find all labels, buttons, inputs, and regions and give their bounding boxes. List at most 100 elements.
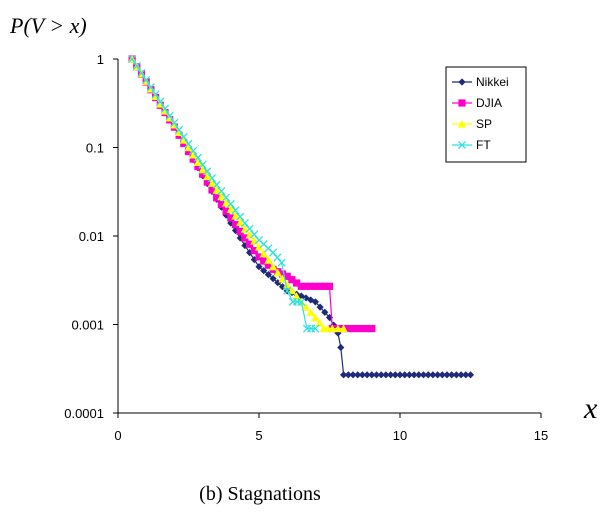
legend-label: DJIA xyxy=(476,96,502,110)
data-point xyxy=(132,61,141,71)
data-point xyxy=(260,257,268,265)
data-point xyxy=(302,282,310,290)
data-point xyxy=(250,230,259,239)
data-point xyxy=(245,224,254,233)
data-point xyxy=(236,212,245,221)
data-point xyxy=(462,371,470,379)
series-nikkei xyxy=(128,55,475,379)
data-point xyxy=(156,97,165,106)
data-point xyxy=(328,324,337,333)
data-point xyxy=(429,371,437,379)
data-point xyxy=(222,193,231,202)
legend-marker xyxy=(458,99,466,107)
y-tick-label: 0.001 xyxy=(71,318,104,333)
legend-label: Nikkei xyxy=(476,75,509,89)
legend-marker xyxy=(457,140,467,150)
series-line xyxy=(131,58,471,376)
data-point xyxy=(222,198,231,207)
series-ft xyxy=(128,54,320,333)
data-point xyxy=(368,371,376,379)
data-point xyxy=(260,267,268,275)
data-point xyxy=(297,292,305,300)
data-point xyxy=(151,90,160,99)
data-point xyxy=(391,371,399,379)
data-point xyxy=(236,218,245,227)
data-point xyxy=(137,68,146,78)
y-tick-label: 0.01 xyxy=(79,229,104,244)
data-point xyxy=(349,324,357,333)
x-tick-label: 15 xyxy=(534,428,548,443)
data-point xyxy=(212,186,221,194)
data-point xyxy=(160,104,170,113)
x-tick-label: 5 xyxy=(255,428,262,443)
y-axis-label: P(V > x) xyxy=(9,13,87,38)
data-point xyxy=(189,150,198,159)
data-point xyxy=(274,279,282,287)
data-point xyxy=(231,206,240,215)
data-point xyxy=(189,155,197,163)
data-point xyxy=(316,303,324,311)
data-point xyxy=(254,242,264,251)
y-ticks: 1 0.1 0.01 0.001 0.0001 xyxy=(64,52,118,421)
data-point xyxy=(337,343,345,352)
data-point xyxy=(307,296,315,304)
data-point xyxy=(415,371,423,379)
data-point xyxy=(354,371,362,379)
data-point xyxy=(231,221,240,229)
data-point xyxy=(307,282,315,290)
data-point xyxy=(231,211,240,220)
data-point xyxy=(193,158,202,166)
legend-label: SP xyxy=(476,117,492,131)
y-tick-label: 0.0001 xyxy=(64,406,104,421)
data-point xyxy=(287,286,296,295)
data-point xyxy=(434,371,442,379)
data-point xyxy=(424,371,432,379)
data-point xyxy=(264,256,273,264)
x-axis-label: x xyxy=(583,392,598,425)
data-point xyxy=(264,271,272,279)
data-point xyxy=(293,279,301,287)
data-point xyxy=(311,282,319,290)
data-point xyxy=(292,292,301,300)
data-point xyxy=(184,143,193,152)
data-point xyxy=(203,172,212,181)
legend: Nikkei DJIA SP FT xyxy=(445,66,527,163)
data-point xyxy=(175,125,184,134)
data-point xyxy=(387,371,395,379)
data-point xyxy=(316,282,324,290)
data-point xyxy=(199,170,207,178)
series-sp xyxy=(128,54,348,333)
data-point xyxy=(339,324,348,333)
data-point xyxy=(203,178,211,186)
x-ticks: 0 5 10 15 xyxy=(114,413,548,443)
data-point xyxy=(349,371,357,379)
data-point xyxy=(269,275,277,283)
data-point xyxy=(142,75,151,84)
data-point xyxy=(269,262,278,271)
data-point xyxy=(344,371,352,379)
data-point xyxy=(382,371,390,379)
data-point xyxy=(288,276,296,284)
data-point xyxy=(405,371,413,379)
data-point xyxy=(165,111,174,120)
x-tick-label: 10 xyxy=(393,428,407,443)
data-point xyxy=(226,199,235,209)
legend-entry: SP xyxy=(452,117,492,131)
data-point xyxy=(184,147,193,156)
data-point xyxy=(363,324,371,333)
data-point xyxy=(222,207,230,215)
data-point xyxy=(217,187,226,196)
data-point xyxy=(198,160,207,169)
data-point xyxy=(283,286,292,295)
data-point xyxy=(213,194,221,202)
data-point xyxy=(217,192,226,201)
data-point xyxy=(170,118,179,127)
legend-entry: DJIA xyxy=(452,96,502,110)
legend-marker xyxy=(458,78,466,86)
data-point xyxy=(311,298,319,306)
data-point xyxy=(311,313,320,322)
figure-caption: (b) Stagnations xyxy=(199,483,321,505)
data-point xyxy=(207,179,217,187)
data-point xyxy=(333,324,343,333)
data-point xyxy=(396,371,404,379)
